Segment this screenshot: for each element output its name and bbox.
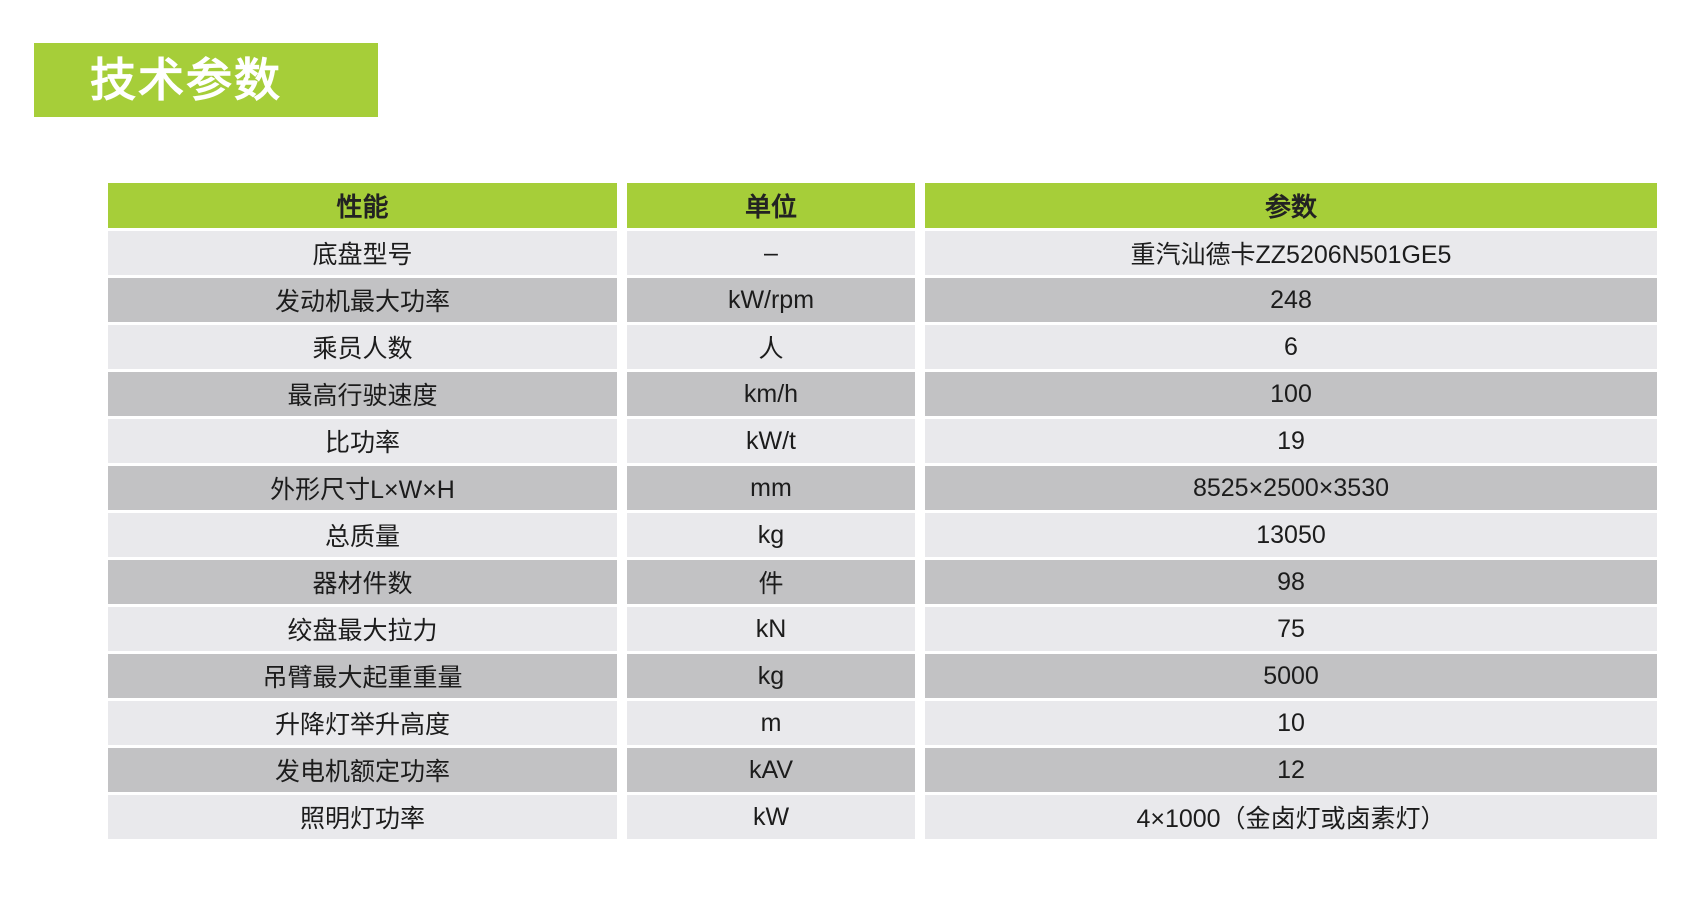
table-row: 最高行驶速度 km/h 100 <box>108 372 1657 419</box>
section-title-banner: 技术参数 <box>34 43 378 117</box>
cell-performance: 器材件数 <box>108 560 627 607</box>
cell-parameter: 13050 <box>925 513 1657 560</box>
cell-unit: – <box>627 231 925 278</box>
cell-parameter: 5000 <box>925 654 1657 701</box>
cell-unit: m <box>627 701 925 748</box>
cell-performance: 比功率 <box>108 419 627 466</box>
table-row: 总质量 kg 13050 <box>108 513 1657 560</box>
cell-unit: 人 <box>627 325 925 372</box>
section-title-text: 技术参数 <box>90 54 282 106</box>
cell-parameter: 10 <box>925 701 1657 748</box>
table-row: 底盘型号 – 重汽汕德卡ZZ5206N501GE5 <box>108 231 1657 278</box>
column-header-performance: 性能 <box>108 183 627 231</box>
table-row: 发电机额定功率 kAV 12 <box>108 748 1657 795</box>
table-row: 比功率 kW/t 19 <box>108 419 1657 466</box>
column-header-unit: 单位 <box>627 183 925 231</box>
cell-unit: mm <box>627 466 925 513</box>
cell-parameter: 100 <box>925 372 1657 419</box>
cell-performance: 最高行驶速度 <box>108 372 627 419</box>
cell-performance: 乘员人数 <box>108 325 627 372</box>
cell-performance: 照明灯功率 <box>108 795 627 839</box>
technical-parameters-table: 性能 单位 参数 底盘型号 – 重汽汕德卡ZZ5206N501GE5 发动机最大功率 k… <box>108 183 1657 839</box>
cell-performance: 外形尺寸L×W×H <box>108 466 627 513</box>
table-header-row: 性能 单位 参数 <box>108 183 1657 231</box>
cell-unit: kW/t <box>627 419 925 466</box>
table-header: 性能 单位 参数 <box>108 183 1657 231</box>
table-row: 器材件数件 98 <box>108 560 1657 607</box>
cell-unit: kg <box>627 654 925 701</box>
cell-unit: kAV <box>627 748 925 795</box>
cell-performance: 底盘型号 <box>108 231 627 278</box>
cell-performance: 发动机最大功率 <box>108 278 627 325</box>
cell-unit: kN <box>627 607 925 654</box>
cell-parameter: 4×1000（金卤灯或卤素灯） <box>925 795 1657 839</box>
table-row: 外形尺寸L×W×H mm 8525×2500×3530 <box>108 466 1657 513</box>
cell-parameter: 75 <box>925 607 1657 654</box>
cell-parameter: 12 <box>925 748 1657 795</box>
cell-parameter: 重汽汕德卡ZZ5206N501GE5 <box>925 231 1657 278</box>
cell-performance: 总质量 <box>108 513 627 560</box>
cell-performance: 吊臂最大起重重量 <box>108 654 627 701</box>
cell-parameter: 6 <box>925 325 1657 372</box>
table-row: 升降灯举升高度 m 10 <box>108 701 1657 748</box>
table-body: 底盘型号 – 重汽汕德卡ZZ5206N501GE5 发动机最大功率 kW/rpm 248 乘… <box>108 231 1657 839</box>
cell-unit: kg <box>627 513 925 560</box>
cell-unit: kW <box>627 795 925 839</box>
cell-performance: 升降灯举升高度 <box>108 701 627 748</box>
table-row: 乘员人数人 6 <box>108 325 1657 372</box>
cell-parameter: 19 <box>925 419 1657 466</box>
cell-performance: 发电机额定功率 <box>108 748 627 795</box>
cell-unit: 件 <box>627 560 925 607</box>
cell-performance: 绞盘最大拉力 <box>108 607 627 654</box>
table-row: 照明灯功率 kW 4×1000（金卤灯或卤素灯） <box>108 795 1657 839</box>
table-row: 发动机最大功率 kW/rpm 248 <box>108 278 1657 325</box>
table-row: 吊臂最大起重重量 kg 5000 <box>108 654 1657 701</box>
cell-parameter: 248 <box>925 278 1657 325</box>
cell-unit: kW/rpm <box>627 278 925 325</box>
column-header-parameter: 参数 <box>925 183 1657 231</box>
cell-unit: km/h <box>627 372 925 419</box>
cell-parameter: 8525×2500×3530 <box>925 466 1657 513</box>
table-row: 绞盘最大拉力 kN 75 <box>108 607 1657 654</box>
cell-parameter: 98 <box>925 560 1657 607</box>
